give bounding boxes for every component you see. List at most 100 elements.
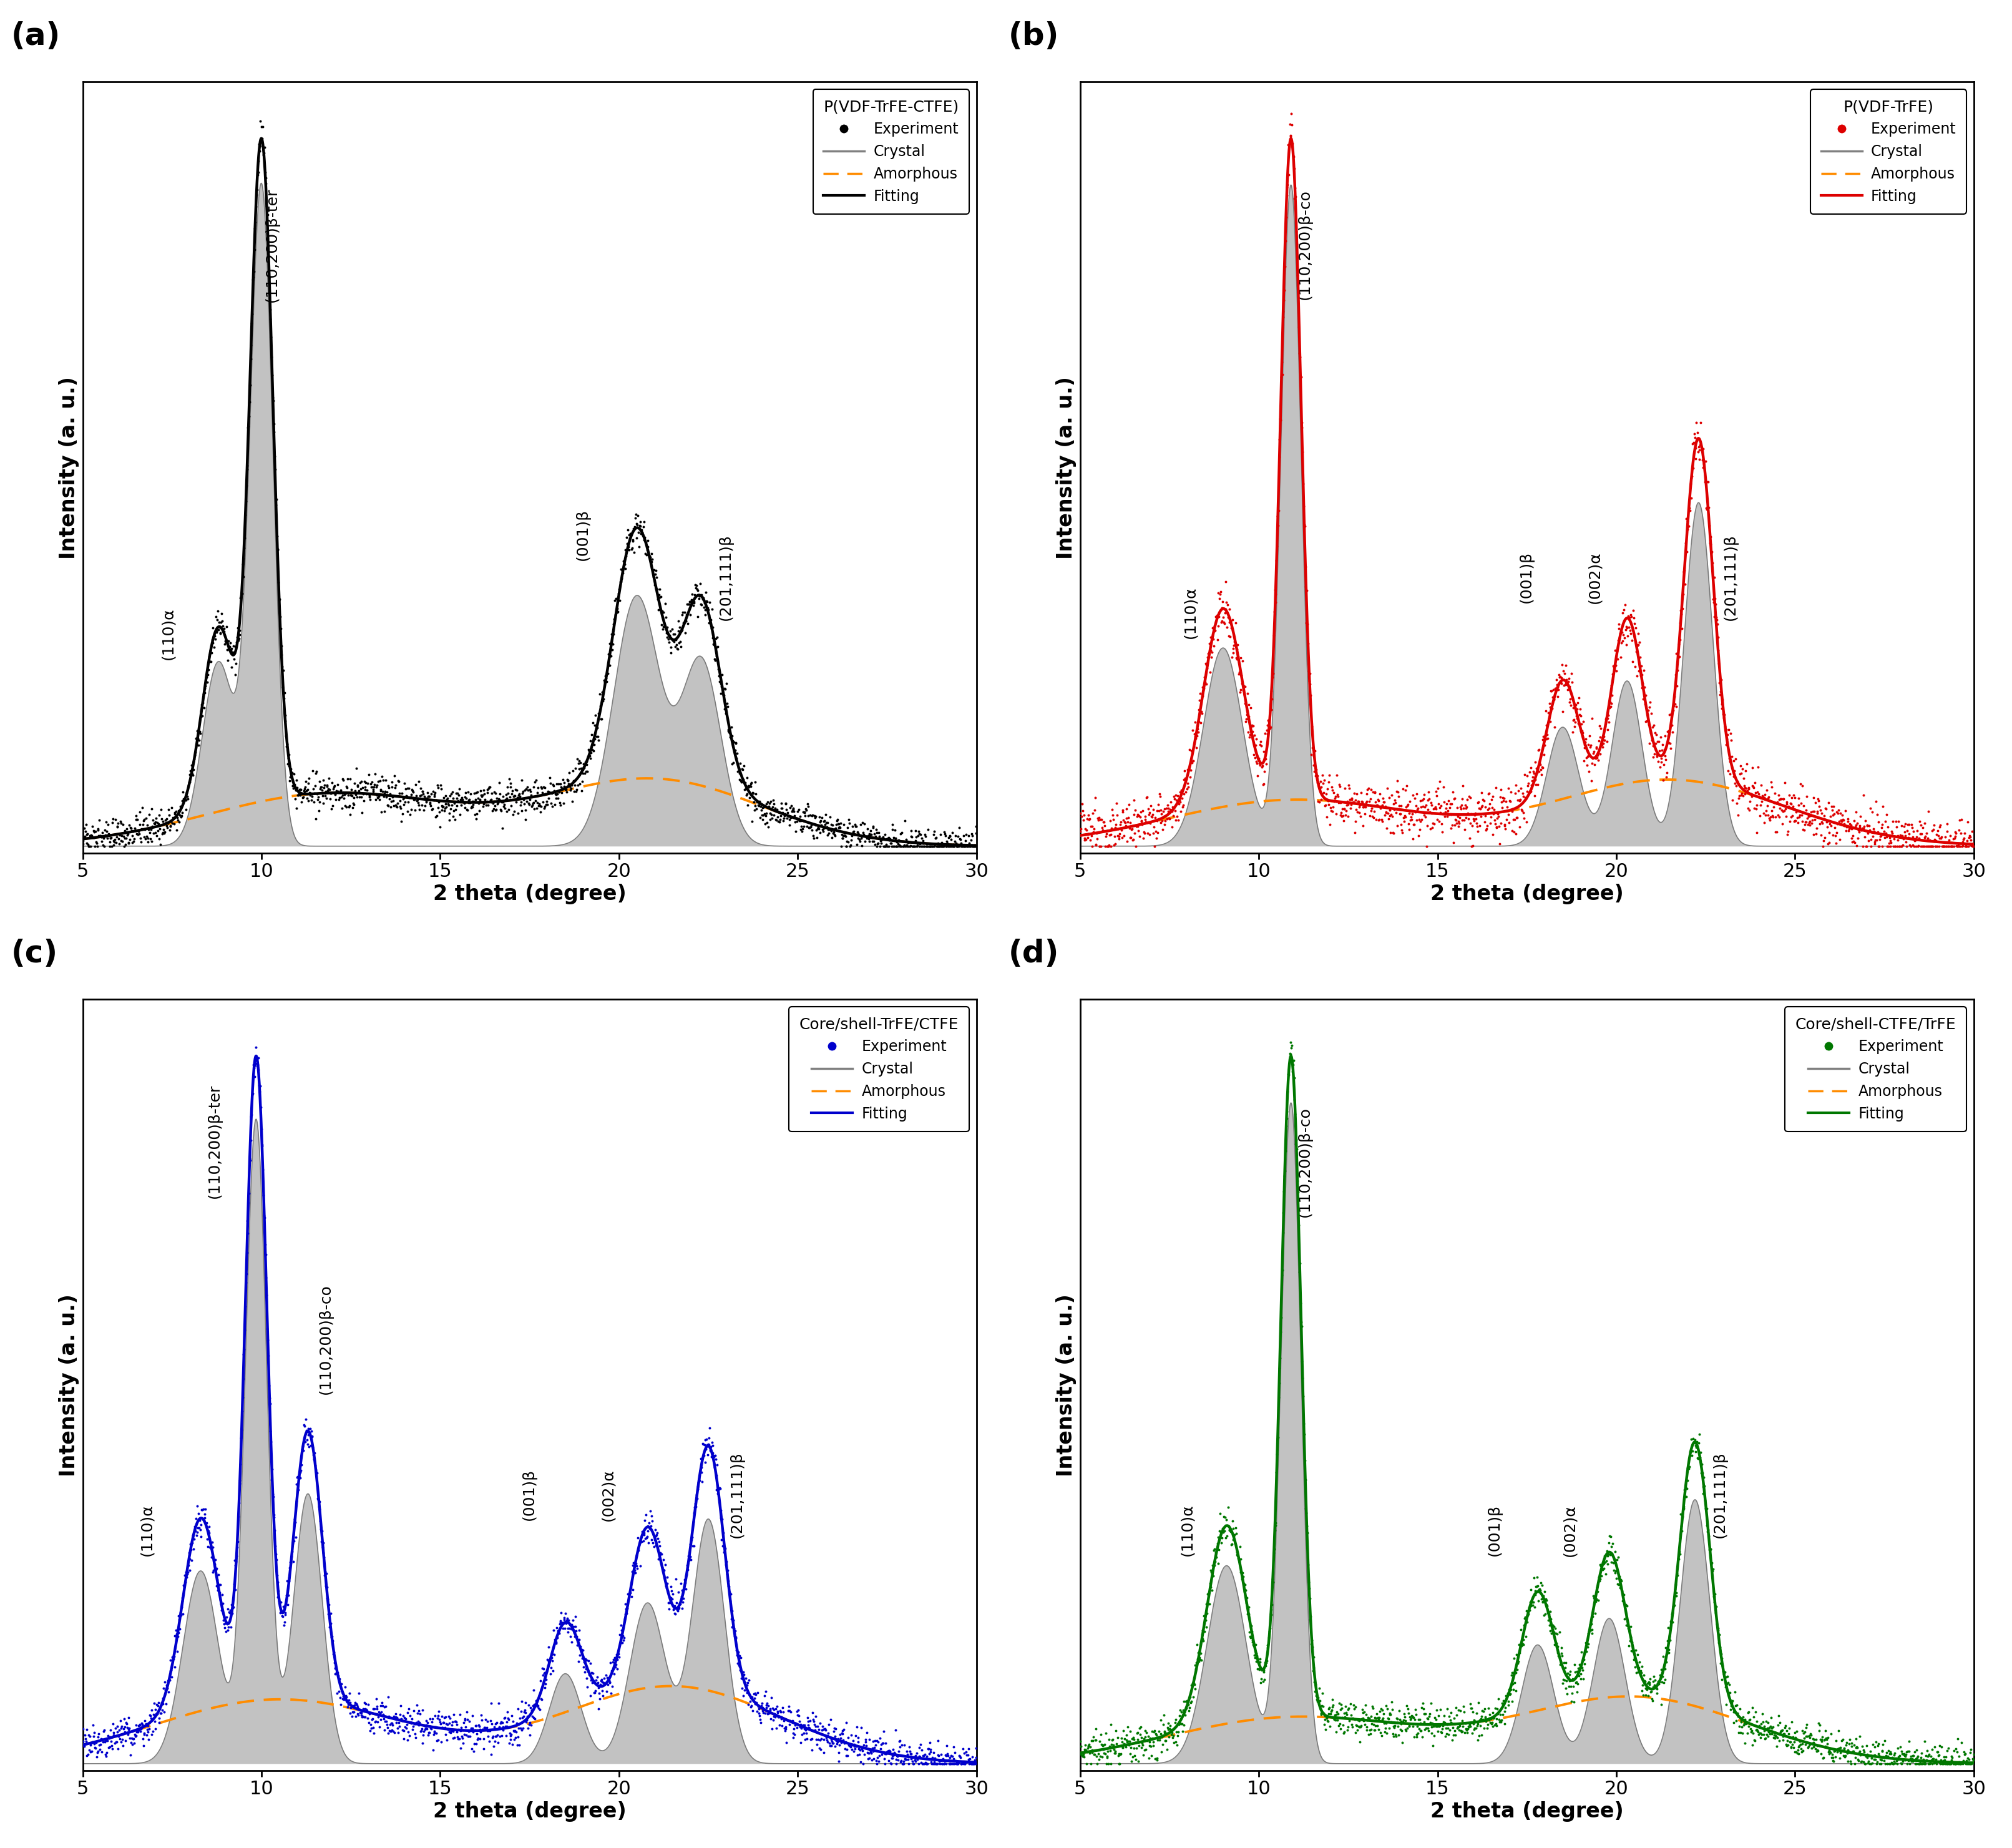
Point xyxy=(793,1711,825,1741)
Point xyxy=(82,806,115,835)
Point xyxy=(664,614,696,643)
Point xyxy=(527,778,559,808)
Point xyxy=(1952,808,1984,837)
Point xyxy=(421,800,453,830)
Point xyxy=(292,1425,324,1454)
Point xyxy=(1589,1547,1622,1576)
Point xyxy=(404,780,437,809)
Point xyxy=(771,804,803,833)
Point xyxy=(1529,697,1561,726)
Point xyxy=(1328,795,1360,824)
Point xyxy=(215,1597,247,1626)
Point xyxy=(610,1599,642,1628)
Point xyxy=(1658,682,1690,711)
Point xyxy=(276,1528,308,1558)
Point xyxy=(93,1724,125,1754)
Point xyxy=(1119,1741,1151,1770)
Point xyxy=(1173,1693,1205,1722)
Point xyxy=(1911,824,1944,854)
Point xyxy=(406,776,439,806)
Point xyxy=(304,1506,336,1536)
Point xyxy=(410,1715,443,1745)
Point xyxy=(515,1693,547,1722)
Point xyxy=(1803,1717,1835,1746)
Point xyxy=(1235,693,1268,723)
Point xyxy=(736,1682,769,1711)
Point xyxy=(1642,1669,1674,1698)
Point xyxy=(1348,1696,1380,1726)
Point xyxy=(1262,1425,1294,1454)
Point xyxy=(738,1684,771,1713)
Point xyxy=(805,806,837,835)
Point xyxy=(1420,1704,1453,1733)
Point xyxy=(577,1678,610,1708)
Point xyxy=(1264,1343,1296,1373)
Point xyxy=(1871,1741,1903,1770)
Point xyxy=(1515,752,1547,782)
Point xyxy=(330,1685,362,1715)
Point xyxy=(1781,1717,1813,1746)
Point xyxy=(437,1709,469,1739)
Point xyxy=(245,1114,278,1144)
Point xyxy=(1105,1739,1137,1769)
Point xyxy=(1441,806,1473,835)
Point xyxy=(932,822,964,852)
Point xyxy=(678,580,710,610)
Point xyxy=(1139,1717,1171,1746)
Point xyxy=(1700,590,1732,619)
Point xyxy=(676,1523,708,1552)
Point xyxy=(821,1724,853,1754)
Point xyxy=(157,1645,189,1674)
Point xyxy=(153,815,185,845)
Point xyxy=(952,832,984,861)
Point xyxy=(1789,1724,1821,1754)
Point xyxy=(511,774,543,804)
Point xyxy=(1754,802,1787,832)
Point xyxy=(1718,747,1750,776)
Point xyxy=(1408,800,1441,830)
Point xyxy=(1654,728,1686,758)
Point xyxy=(716,721,748,750)
Point xyxy=(1402,1704,1435,1733)
Point xyxy=(1392,798,1424,828)
Point xyxy=(479,791,511,821)
Point xyxy=(1487,785,1519,815)
Point xyxy=(1352,787,1384,817)
Point xyxy=(159,802,191,832)
Point xyxy=(1390,793,1422,822)
Point xyxy=(1680,425,1712,455)
Point xyxy=(616,1582,648,1611)
Point xyxy=(1883,821,1915,850)
Point xyxy=(1956,1748,1988,1778)
Point xyxy=(863,1746,895,1776)
Point xyxy=(139,809,171,839)
Point xyxy=(239,213,272,242)
Point xyxy=(948,1748,980,1778)
Point xyxy=(1443,808,1475,837)
Point xyxy=(1420,776,1453,806)
Point xyxy=(1400,806,1433,835)
Point xyxy=(676,590,708,619)
Point xyxy=(1286,438,1318,468)
Point xyxy=(954,1745,986,1774)
Point xyxy=(658,1599,690,1628)
Point xyxy=(1537,1617,1569,1647)
Point xyxy=(577,724,610,754)
Point xyxy=(1245,1656,1278,1685)
Point xyxy=(1897,832,1930,861)
Point xyxy=(867,1728,899,1757)
Point xyxy=(640,556,672,586)
Point xyxy=(1561,704,1594,734)
Point xyxy=(921,1748,954,1778)
Point xyxy=(1670,1482,1702,1512)
Point xyxy=(785,802,817,832)
Point xyxy=(1416,1732,1449,1761)
Point xyxy=(1082,1726,1115,1756)
Point xyxy=(1386,774,1418,804)
Point xyxy=(1517,1563,1549,1593)
Point xyxy=(1841,832,1873,861)
Point xyxy=(1936,1743,1968,1772)
Point xyxy=(213,632,245,662)
Point xyxy=(873,824,905,854)
Point xyxy=(1386,1728,1418,1757)
